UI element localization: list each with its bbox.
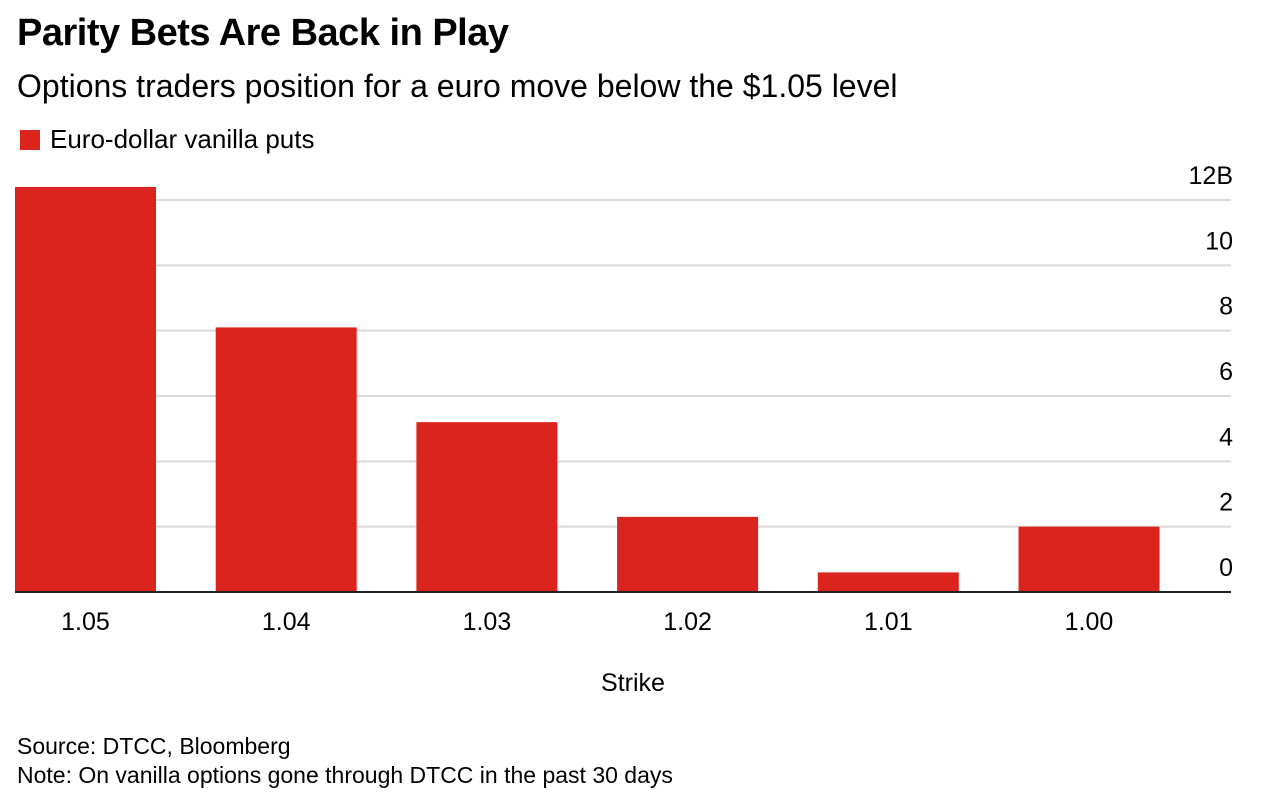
y-tick-label: 2 bbox=[1219, 489, 1233, 517]
bar bbox=[215, 327, 357, 592]
legend-swatch bbox=[20, 129, 40, 150]
footnote: Note: On vanilla options gone through DT… bbox=[17, 762, 673, 788]
y-tick-label: 0 bbox=[1219, 554, 1233, 582]
y-tick-label: 12B bbox=[1189, 162, 1233, 190]
x-axis-title: Strike bbox=[601, 669, 665, 697]
bar bbox=[15, 186, 156, 592]
legend-label: Euro-dollar vanilla puts bbox=[50, 124, 315, 154]
bar bbox=[416, 422, 558, 592]
x-tick-label: 1.02 bbox=[663, 608, 712, 636]
legend: Euro-dollar vanilla puts bbox=[20, 124, 314, 155]
x-tick-label: 1.03 bbox=[463, 608, 512, 636]
chart-subtitle: Options traders position for a euro move… bbox=[17, 68, 898, 104]
x-tick-label: 1.01 bbox=[864, 608, 913, 636]
source-note: Source: DTCC, Bloomberg bbox=[17, 733, 291, 759]
chart-title: Parity Bets Are Back in Play bbox=[17, 12, 509, 54]
bar bbox=[1018, 526, 1160, 592]
bar bbox=[817, 572, 959, 592]
x-tick-label: 1.00 bbox=[1065, 608, 1114, 636]
x-tick-label: 1.04 bbox=[262, 608, 311, 636]
y-tick-label: 4 bbox=[1219, 423, 1233, 451]
x-tick-label: 1.05 bbox=[61, 608, 110, 636]
bar-chart: 0 2 4 6 8 10 12B 1.05 1.04 1.03 1.02 1.01 1.00 Strike bbox=[15, 162, 1233, 697]
y-tick-label: 10 bbox=[1205, 227, 1233, 255]
bar bbox=[617, 516, 759, 592]
y-tick-label: 6 bbox=[1219, 358, 1233, 386]
y-tick-label: 8 bbox=[1219, 293, 1233, 321]
